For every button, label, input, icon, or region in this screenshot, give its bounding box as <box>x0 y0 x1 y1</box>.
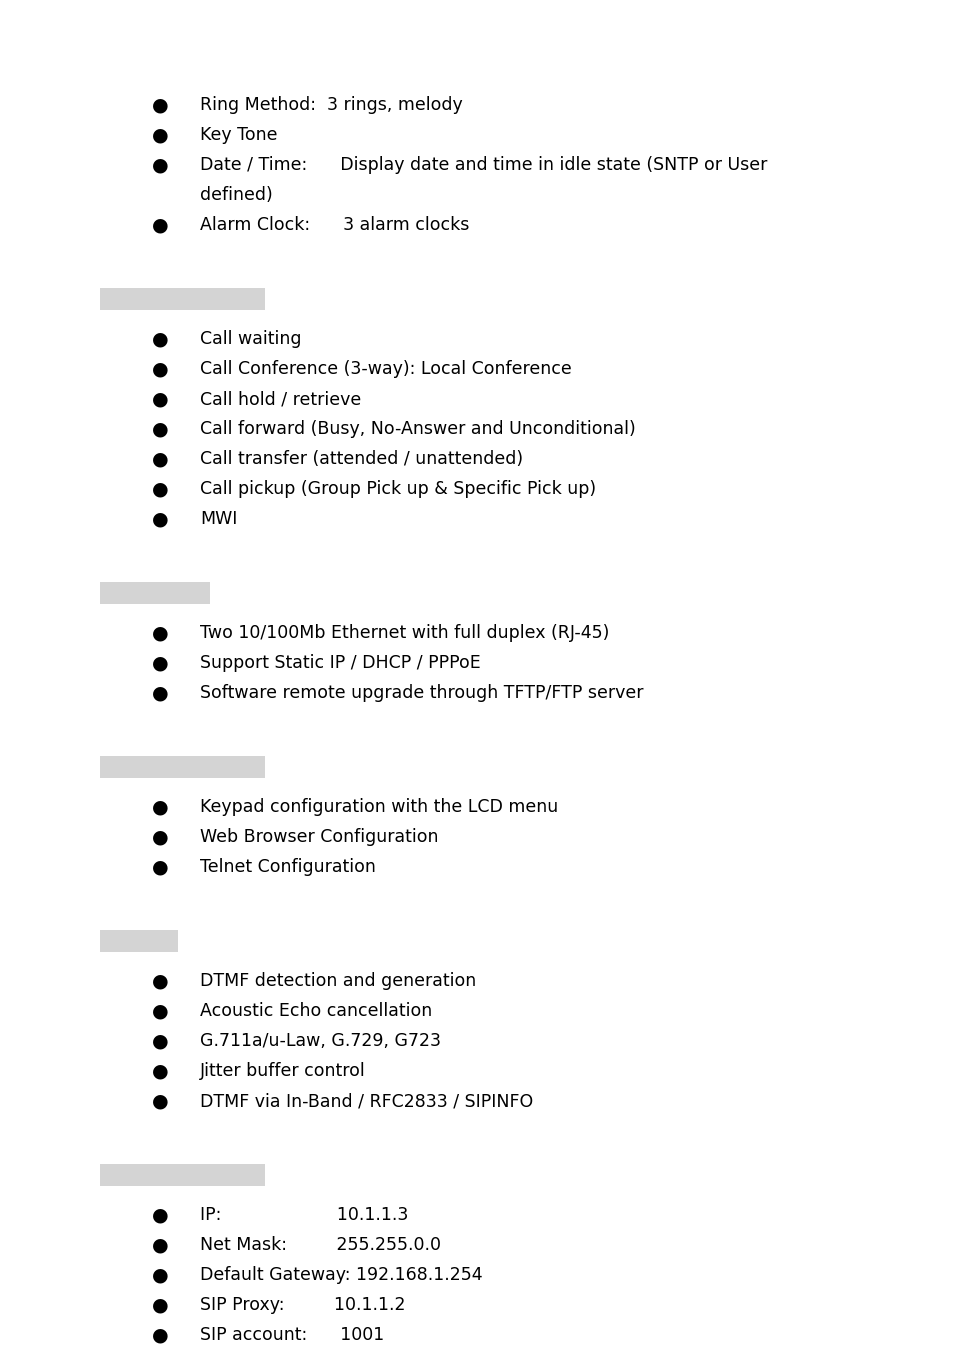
Bar <box>100 930 178 952</box>
Text: MWI: MWI <box>200 510 237 528</box>
Text: Acoustic Echo cancellation: Acoustic Echo cancellation <box>200 1002 432 1021</box>
Text: ●: ● <box>152 509 168 528</box>
Text: Software remote upgrade through TFTP/FTP server: Software remote upgrade through TFTP/FTP… <box>200 684 643 702</box>
Text: ●: ● <box>152 857 168 876</box>
Bar <box>100 1164 265 1187</box>
Text: ●: ● <box>152 420 168 439</box>
Text: DTMF detection and generation: DTMF detection and generation <box>200 972 476 990</box>
Text: DTMF via In-Band / RFC2833 / SIPINFO: DTMF via In-Band / RFC2833 / SIPINFO <box>200 1092 533 1110</box>
Bar <box>100 582 210 603</box>
Text: ●: ● <box>152 683 168 702</box>
Text: Call transfer (attended / unattended): Call transfer (attended / unattended) <box>200 450 522 468</box>
Text: ●: ● <box>152 828 168 846</box>
Text: Telnet Configuration: Telnet Configuration <box>200 859 375 876</box>
Text: ●: ● <box>152 1265 168 1284</box>
Text: Date / Time:      Display date and time in idle state (SNTP or User: Date / Time: Display date and time in id… <box>200 157 766 174</box>
Text: ●: ● <box>152 1326 168 1345</box>
Text: ●: ● <box>152 798 168 817</box>
Text: Two 10/100Mb Ethernet with full duplex (RJ-45): Two 10/100Mb Ethernet with full duplex (… <box>200 624 609 643</box>
Text: ●: ● <box>152 450 168 468</box>
Text: ●: ● <box>152 1206 168 1224</box>
Text: ●: ● <box>152 479 168 498</box>
Text: defined): defined) <box>200 186 273 204</box>
Text: IP:                     10.1.1.3: IP: 10.1.1.3 <box>200 1206 408 1224</box>
Bar <box>100 756 265 778</box>
Text: Alarm Clock:      3 alarm clocks: Alarm Clock: 3 alarm clocks <box>200 216 469 234</box>
Text: ●: ● <box>152 1002 168 1021</box>
Text: Call forward (Busy, No-Answer and Unconditional): Call forward (Busy, No-Answer and Uncond… <box>200 420 635 437</box>
Text: Call pickup (Group Pick up & Specific Pick up): Call pickup (Group Pick up & Specific Pi… <box>200 481 596 498</box>
Text: ●: ● <box>152 359 168 378</box>
Text: ●: ● <box>152 653 168 672</box>
Text: ●: ● <box>152 390 168 409</box>
Text: ●: ● <box>152 624 168 643</box>
Bar <box>100 288 265 311</box>
Text: ●: ● <box>152 96 168 115</box>
Text: Support Static IP / DHCP / PPPoE: Support Static IP / DHCP / PPPoE <box>200 653 480 672</box>
Text: Web Browser Configuration: Web Browser Configuration <box>200 828 438 846</box>
Text: Default Gateway: 192.168.1.254: Default Gateway: 192.168.1.254 <box>200 1266 482 1284</box>
Text: Keypad configuration with the LCD menu: Keypad configuration with the LCD menu <box>200 798 558 815</box>
Text: ●: ● <box>152 329 168 348</box>
Text: Net Mask:         255.255.0.0: Net Mask: 255.255.0.0 <box>200 1237 440 1254</box>
Text: Ring Method:  3 rings, melody: Ring Method: 3 rings, melody <box>200 96 462 113</box>
Text: Jitter buffer control: Jitter buffer control <box>200 1062 365 1080</box>
Text: ●: ● <box>152 155 168 174</box>
Text: ●: ● <box>152 972 168 991</box>
Text: Call waiting: Call waiting <box>200 329 301 348</box>
Text: ●: ● <box>152 1031 168 1050</box>
Text: SIP account:      1001: SIP account: 1001 <box>200 1326 384 1345</box>
Text: ●: ● <box>152 1296 168 1315</box>
Text: SIP Proxy:         10.1.1.2: SIP Proxy: 10.1.1.2 <box>200 1296 405 1314</box>
Text: ●: ● <box>152 1061 168 1080</box>
Text: ●: ● <box>152 216 168 235</box>
Text: Key Tone: Key Tone <box>200 126 277 144</box>
Text: Call Conference (3-way): Local Conference: Call Conference (3-way): Local Conferenc… <box>200 360 571 378</box>
Text: ●: ● <box>152 126 168 144</box>
Text: ●: ● <box>152 1092 168 1111</box>
Text: Call hold / retrieve: Call hold / retrieve <box>200 390 361 408</box>
Text: ●: ● <box>152 1235 168 1254</box>
Text: G.711a/u-Law, G.729, G723: G.711a/u-Law, G.729, G723 <box>200 1031 440 1050</box>
